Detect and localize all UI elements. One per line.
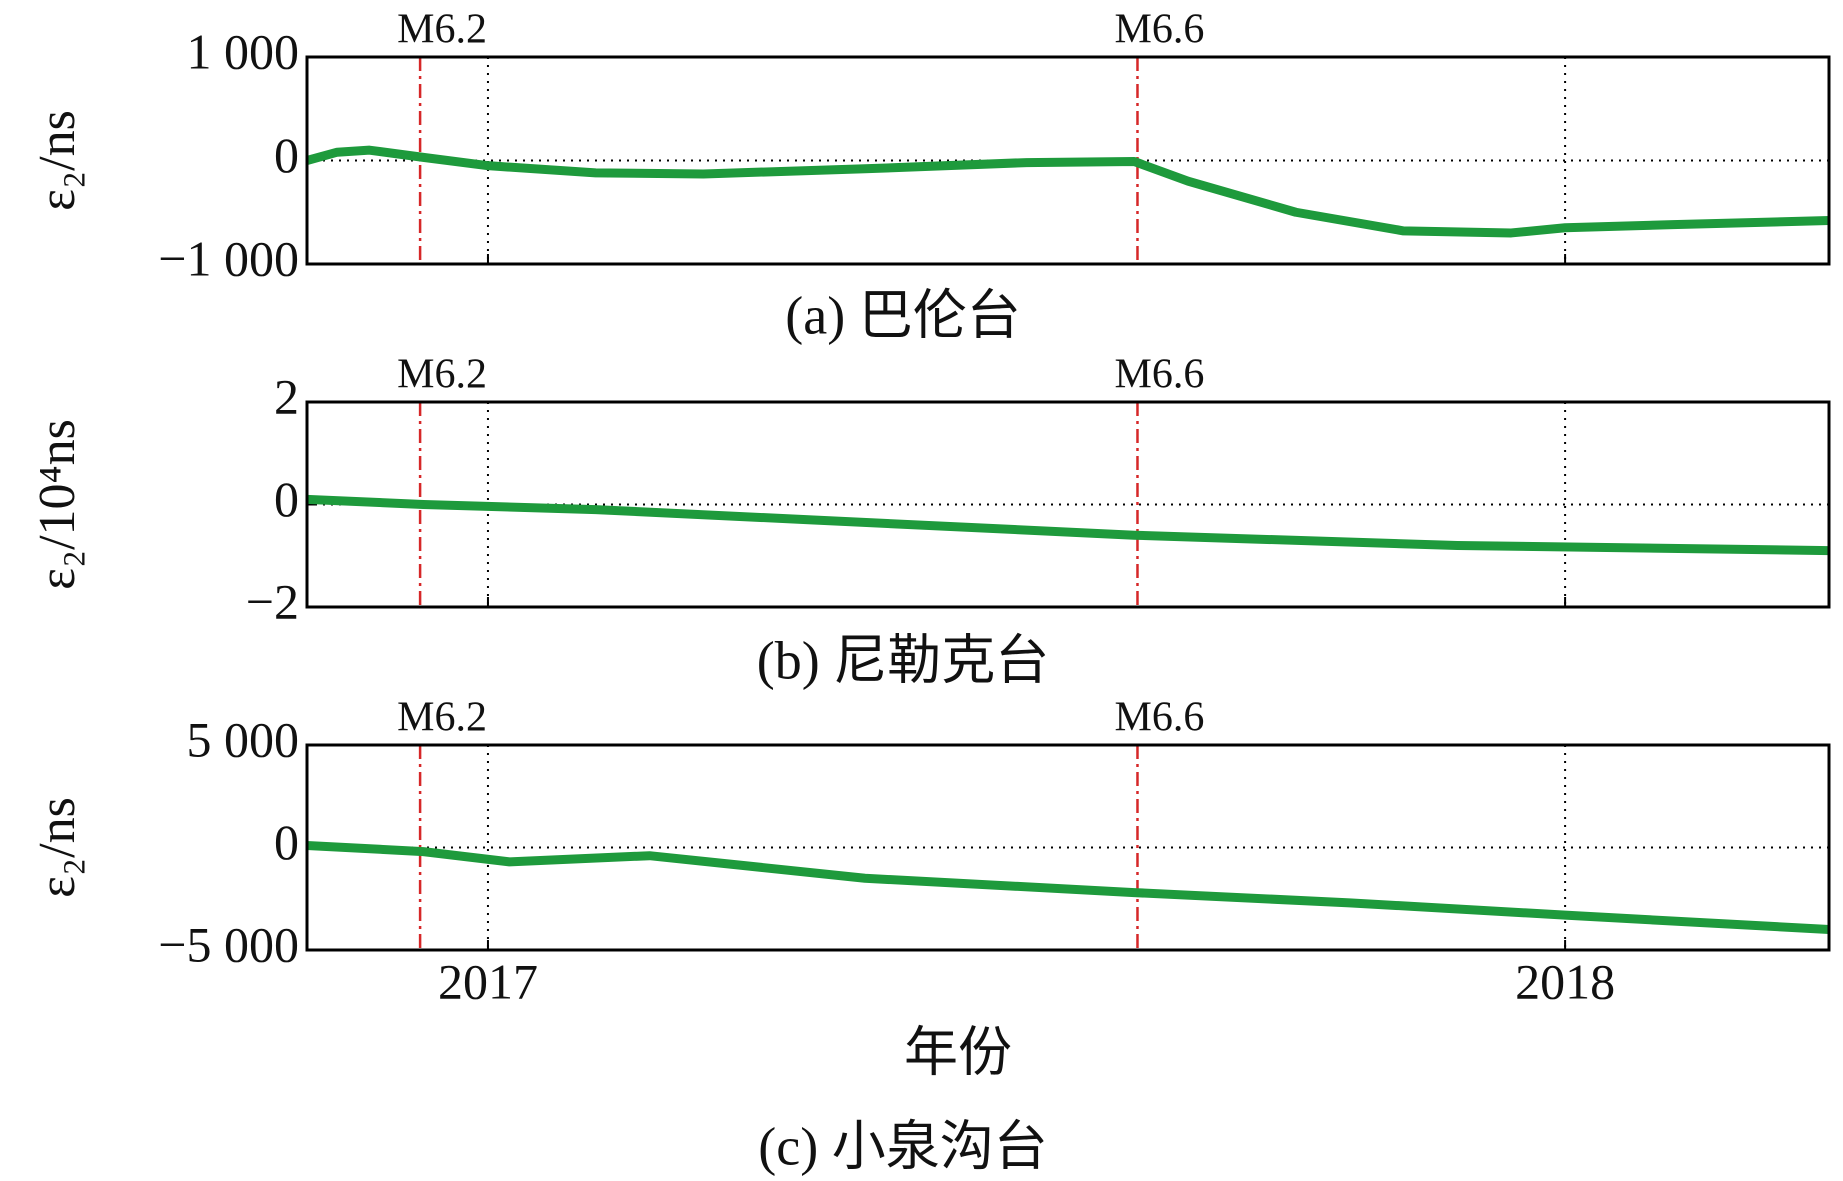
- event-label: M6.6: [1115, 7, 1205, 53]
- plot-frame: [305, 55, 1831, 266]
- panel-caption: (b) 尼勒克台: [757, 630, 1049, 690]
- data-line: [306, 840, 1830, 934]
- y-tick-label: 5 000: [187, 711, 300, 767]
- plot-frame: [305, 743, 1831, 952]
- y-axis-label: ε₂/10⁴ns: [29, 419, 86, 590]
- y-tick-label: −5 000: [158, 916, 299, 972]
- y-tick-label: 0: [274, 471, 299, 527]
- event-label: M6.2: [397, 695, 487, 741]
- event-label: M6.2: [397, 7, 487, 53]
- plot-frame: [305, 400, 1831, 609]
- panel-caption: (c) 小泉沟台: [758, 1116, 1047, 1176]
- y-tick-label: −2: [246, 573, 299, 629]
- event-label: M6.6: [1115, 352, 1205, 398]
- event-label: M6.2: [397, 352, 487, 398]
- y-tick-label: −1 000: [158, 230, 299, 286]
- y-tick-label: 0: [274, 814, 299, 870]
- event-label: M6.6: [1115, 695, 1205, 741]
- panel-caption: (a) 巴伦台: [785, 285, 1020, 345]
- y-tick-label: 2: [274, 368, 299, 424]
- y-axis-label: ε₂/ns: [29, 797, 86, 898]
- x-tick-label: 2017: [438, 953, 538, 1009]
- y-axis-label: ε₂/ns: [29, 110, 86, 211]
- data-line: [306, 494, 1830, 556]
- x-tick-label: 2018: [1515, 953, 1615, 1009]
- data-line: [305, 145, 1830, 238]
- y-tick-label: 0: [274, 127, 299, 183]
- x-axis-label: 年份: [904, 1022, 1012, 1082]
- y-tick-label: 1 000: [187, 23, 300, 79]
